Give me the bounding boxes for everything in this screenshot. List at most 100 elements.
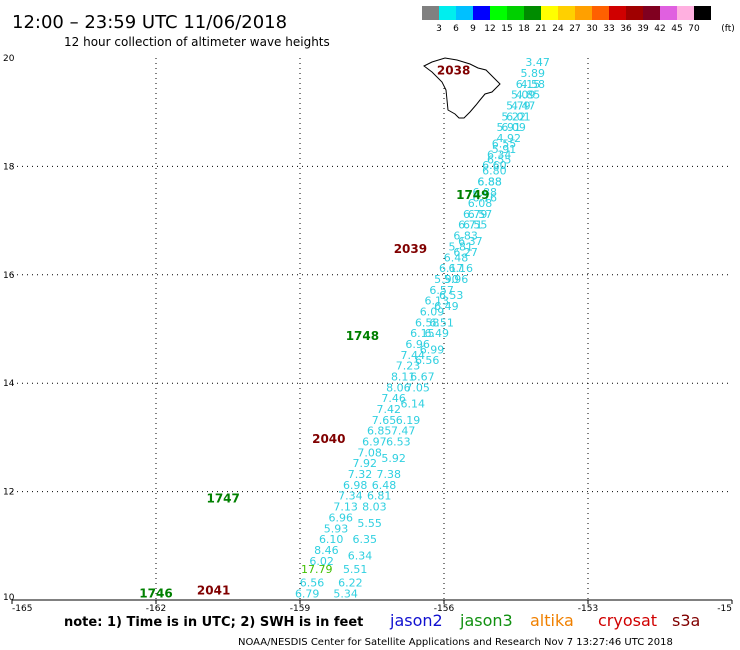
pass-time-label: 1749 [456, 188, 489, 202]
colorbar-swatch [694, 6, 711, 20]
swh-point-label: 6.79 [295, 587, 320, 600]
swh-point-label: 6.88 [477, 175, 502, 188]
swh-point-label: 6.49 [425, 327, 450, 340]
swh-point-label: 6.55 [463, 219, 488, 232]
swh-point-label: 6.57 [429, 284, 454, 297]
swh-point-label: 6.60 [482, 159, 507, 172]
swh-point-label: 7.46 [381, 392, 406, 405]
legend-s3a: s3a [672, 611, 700, 630]
grid-lines [12, 58, 732, 600]
swh-point-label: 6.19 [396, 414, 421, 427]
swh-point-label: 5.79 [506, 99, 531, 112]
swh-point-label: 6.55 [487, 154, 512, 167]
swh-point-label: 7.13 [333, 501, 358, 514]
swh-point-label: 6.96 [405, 338, 430, 351]
swh-point-label: 6.53 [439, 289, 464, 302]
swh-point-label: 6.58 [415, 316, 440, 329]
wave-height-labels: 6.796.5617.796.028.466.105.936.967.137.3… [295, 56, 550, 600]
swh-point-label: 6.98 [343, 479, 368, 492]
swh-point-label: 6.88 [477, 175, 502, 188]
x-tick-label: -165 [12, 604, 32, 614]
swh-point-label: 6.27 [453, 246, 478, 259]
hawaii-island-outline [423, 57, 501, 119]
colorbar-label: 6 [453, 24, 459, 34]
swh-point-label: 6.22 [338, 576, 363, 589]
swh-point-label: 7.08 [357, 446, 382, 459]
swh-point-label: 6.14 [401, 398, 426, 411]
swh-point-label: 6.10 [319, 533, 344, 546]
colorbar-swatch [677, 6, 694, 20]
y-tick-label: 18 [3, 162, 15, 172]
axes: -165 -162 -159 -156 -153 -15 10 12 14 16 18 20 [3, 54, 733, 614]
swh-point-label: 6.08 [468, 197, 493, 210]
swh-point-label: 7.38 [377, 468, 402, 481]
swh-point-label: 6.81 [367, 490, 392, 503]
swh-point-label: 6.01 [506, 110, 531, 123]
colorbar-label: 45 [671, 24, 682, 34]
x-tick-label: -156 [434, 604, 455, 614]
swh-point-label: 7.42 [377, 403, 402, 416]
swh-point-label: 5.22 [501, 110, 526, 123]
swh-point-label: 6.71 [458, 219, 483, 232]
colorbar-label: 27 [569, 24, 580, 34]
colorbar-swatch [439, 6, 456, 20]
pass-time-label: 2038 [437, 63, 470, 77]
swh-point-label: 6.17 [439, 262, 464, 275]
colorbar-swatch [524, 6, 541, 20]
swh-point-label: 5.55 [357, 517, 382, 530]
swh-point-label: 5.81 [449, 240, 474, 253]
swh-point-label: 7.05 [405, 381, 430, 394]
swh-point-label: 5.93 [324, 522, 349, 535]
swh-point-label: 6.97 [362, 436, 387, 449]
colorbar-swatch [609, 6, 626, 20]
swh-point-label: 5.89 [521, 67, 546, 80]
swh-point-label: 4.47 [511, 99, 536, 112]
colorbar-label: 30 [586, 24, 598, 34]
legend-cryosat: cryosat [598, 611, 657, 630]
swh-point-label: 4.85 [516, 89, 541, 102]
swh-point-label: 8.11 [391, 370, 416, 383]
colorbar-label: 12 [484, 24, 495, 34]
colorbar-swatch [626, 6, 643, 20]
colorbar-swatch [541, 6, 558, 20]
swh-point-label: 7.65 [372, 414, 397, 427]
swh-point-label: 6.02 [309, 555, 334, 568]
swh-point-label: 17.79 [301, 563, 333, 576]
swh-point-label: 7.32 [348, 468, 373, 481]
swh-point-label: 6.56 [415, 354, 440, 367]
colorbar-swatch [507, 6, 524, 20]
colorbar-label: 15 [501, 24, 512, 34]
swh-point-label: 6.67 [410, 370, 435, 383]
swh-point-label: 6.09 [420, 305, 445, 318]
colorbar-label: 24 [552, 24, 564, 34]
swh-point-label: 7.34 [338, 490, 363, 503]
x-tick-label: -162 [146, 604, 166, 614]
colorbar-swatch [456, 6, 473, 20]
swh-point-label: 6.85 [367, 425, 392, 438]
swh-point-label: 6.37 [458, 235, 483, 248]
colorbar-label: 36 [620, 24, 632, 34]
swh-point-label: 6.16 [449, 262, 474, 275]
colorbar-swatch [660, 6, 677, 20]
pass-time-label: 2040 [312, 432, 345, 446]
y-tick-label: 12 [3, 488, 14, 498]
colorbar-swatch [592, 6, 609, 20]
legend-jason2: jason2 [389, 611, 443, 630]
swh-point-label: 6.51 [429, 316, 454, 329]
swh-point-label: 8.46 [314, 544, 339, 557]
swh-point-label: 6.83 [453, 230, 478, 243]
pass-time-label: 2041 [197, 584, 230, 598]
satellite-legend: jason2 jason3 altika cryosat s3a [389, 611, 700, 630]
swh-point-label: 6.49 [434, 300, 459, 313]
pass-time-label: 2039 [394, 242, 427, 256]
swh-point-label: 5.91 [492, 143, 517, 156]
swh-point-label: 4.58 [521, 78, 546, 91]
swh-point-label: 6.56 [300, 576, 325, 589]
note-text: note: 1) Time is in UTC; 2) SWH is in fe… [64, 615, 363, 630]
swh-point-label: 7.44 [401, 349, 426, 362]
colorbar-label: 9 [470, 24, 476, 34]
swh-point-label: 7.47 [391, 425, 416, 438]
swh-point-label: 6.35 [353, 533, 378, 546]
x-tick-label: -15 [717, 604, 732, 614]
